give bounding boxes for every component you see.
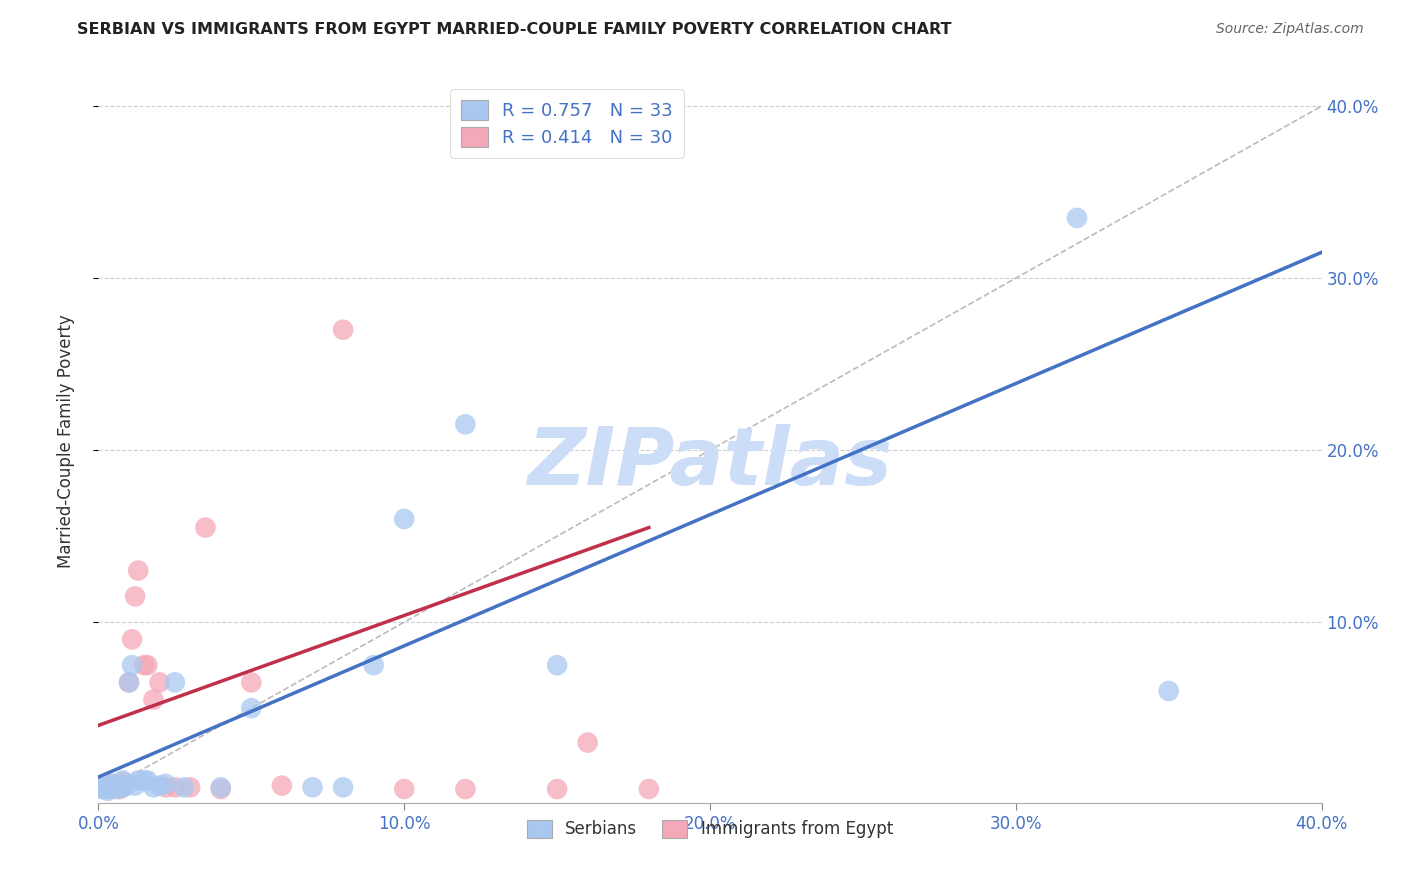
Point (155, 777, 177, 791)
Point (155, 780, 177, 795)
Point (111, 775, 134, 789)
Point (108, 779, 131, 793)
Point (142, 780, 165, 795)
Point (1157, 684, 1180, 698)
Point (301, 780, 323, 795)
Point (454, 782, 477, 797)
Point (546, 782, 568, 797)
Point (142, 692, 165, 706)
Point (134, 773, 156, 788)
Point (454, 417, 477, 432)
Point (332, 780, 354, 795)
Point (93, 780, 115, 795)
Point (127, 773, 149, 788)
Point (546, 658, 568, 673)
Text: Source: ZipAtlas.com: Source: ZipAtlas.com (1216, 22, 1364, 37)
Point (149, 675, 172, 690)
Point (127, 564, 149, 578)
Point (103, 777, 125, 791)
Legend: Serbians, Immigrants from Egypt: Serbians, Immigrants from Egypt (520, 813, 900, 845)
Point (108, 782, 131, 797)
Text: ZIPatlas: ZIPatlas (527, 425, 893, 502)
Point (194, 520, 217, 534)
Point (392, 512, 416, 526)
Point (115, 779, 138, 793)
Point (240, 675, 263, 690)
Point (103, 780, 125, 795)
Point (105, 780, 128, 795)
Point (637, 782, 661, 797)
Point (105, 782, 128, 797)
Point (121, 658, 143, 673)
Point (240, 701, 263, 715)
Point (576, 735, 599, 749)
Y-axis label: Married-Couple Family Poverty: Married-Couple Family Poverty (56, 315, 75, 568)
Point (136, 658, 159, 673)
Point (209, 780, 232, 795)
Point (115, 779, 138, 793)
Point (100, 782, 122, 797)
Point (90, 782, 112, 797)
Point (179, 780, 201, 795)
Point (149, 779, 172, 793)
Point (97, 779, 120, 793)
Point (97, 784, 120, 798)
Point (90, 780, 112, 795)
Point (121, 632, 143, 647)
Point (163, 675, 186, 690)
Point (173, 780, 195, 795)
Point (100, 777, 122, 791)
Point (134, 658, 156, 673)
Point (270, 779, 292, 793)
Point (97, 782, 120, 797)
Point (163, 780, 186, 795)
Point (111, 780, 134, 795)
Text: SERBIAN VS IMMIGRANTS FROM EGYPT MARRIED-COUPLE FAMILY POVERTY CORRELATION CHART: SERBIAN VS IMMIGRANTS FROM EGYPT MARRIED… (77, 22, 952, 37)
Point (124, 779, 146, 793)
Point (93, 779, 115, 793)
Point (209, 782, 232, 797)
Point (118, 675, 141, 690)
Point (363, 658, 385, 673)
Point (103, 779, 125, 793)
Point (124, 590, 146, 604)
Point (136, 773, 159, 788)
Point (332, 323, 354, 337)
Point (111, 773, 134, 788)
Point (392, 782, 416, 797)
Point (118, 675, 141, 690)
Point (1066, 211, 1088, 225)
